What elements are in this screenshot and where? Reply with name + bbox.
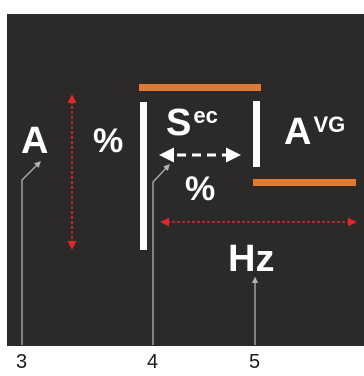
upper-marker-bar (139, 84, 261, 91)
average-label: AVG (284, 113, 345, 151)
hertz-label: Hz (228, 238, 275, 280)
amplitude-symbol: A (21, 120, 49, 162)
percent-symbol-left: % (93, 122, 124, 160)
left-segment-bar (140, 102, 147, 250)
leader-line-3 (21, 161, 41, 345)
callout-number-4: 4 (147, 351, 159, 373)
percent-symbol-center: % (185, 170, 216, 208)
average-label-main: A (284, 111, 312, 153)
right-segment-bar (253, 101, 260, 167)
seconds-label: Sec (166, 104, 218, 142)
average-label-sup: VG (313, 112, 346, 137)
callout-number-3: 3 (16, 351, 28, 373)
leader-line-4 (152, 164, 170, 345)
seconds-label-main: S (166, 102, 192, 144)
lower-marker-bar (253, 179, 356, 186)
seconds-label-sup: ec (193, 103, 218, 128)
callout-number-5: 5 (249, 351, 261, 373)
